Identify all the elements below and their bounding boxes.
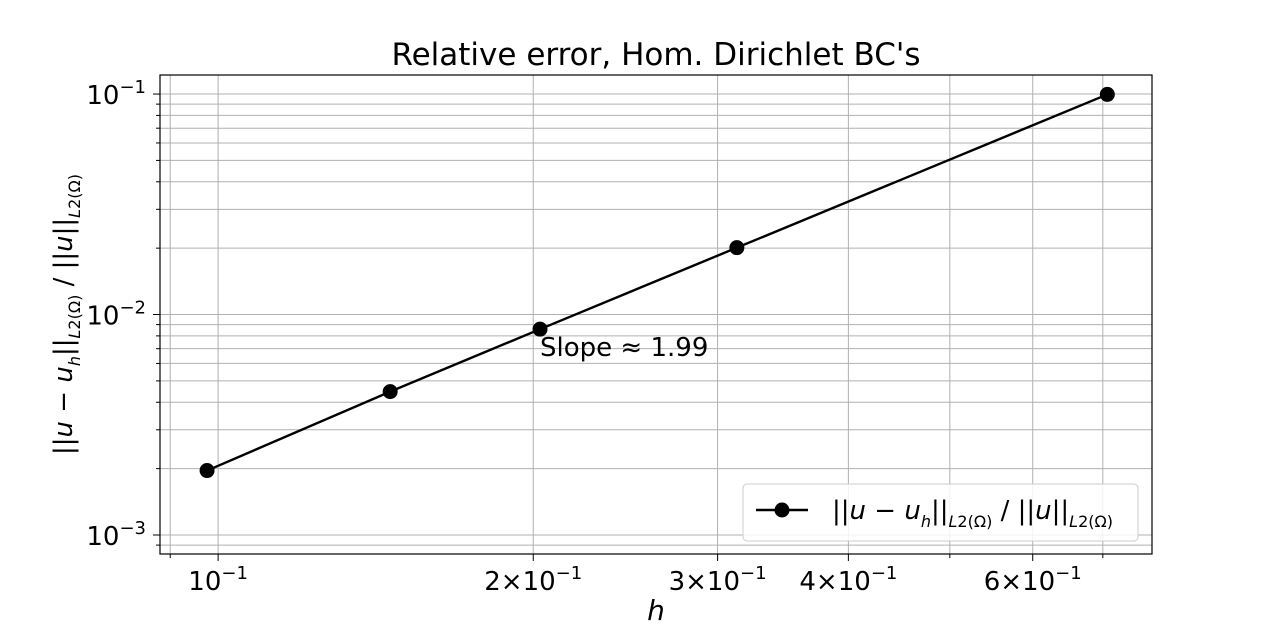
legend-marker bbox=[774, 502, 790, 518]
y-axis-label-text: ||u − uh||L2(Ω) / ||u||L2(Ω) bbox=[49, 174, 84, 455]
data-point bbox=[382, 384, 398, 400]
legend-label: ||u − uh||L2(Ω) / ||u||L2(Ω) bbox=[832, 496, 1113, 531]
x-tick-label: 10−1 bbox=[188, 563, 248, 597]
series-layer bbox=[199, 86, 1115, 479]
x-tick-label: 4×10−1 bbox=[799, 563, 897, 597]
data-point bbox=[729, 240, 745, 256]
x-tick-label: 3×10−1 bbox=[669, 563, 767, 597]
annotations: Slope ≈ 1.99 bbox=[540, 333, 708, 363]
data-point bbox=[1099, 86, 1115, 102]
y-axis-label: ||u − uh||L2(Ω) / ||u||L2(Ω) bbox=[49, 174, 84, 455]
x-tick-label: 2×10−1 bbox=[484, 563, 582, 597]
slope-annotation: Slope ≈ 1.99 bbox=[540, 333, 708, 363]
data-point bbox=[199, 463, 215, 479]
grid bbox=[160, 75, 1152, 554]
data-point bbox=[532, 321, 548, 337]
x-axis-label: h bbox=[647, 594, 665, 623]
x-tick-label: 6×10−1 bbox=[984, 563, 1082, 597]
legend: ||u − uh||L2(Ω) / ||u||L2(Ω) bbox=[742, 483, 1139, 542]
tick-layer: 10−1 2×10−1 3×10−1 4×10−1 6×10−1 10−1 10−2 10−3 bbox=[86, 77, 1104, 597]
y-tick-label: 10−3 bbox=[86, 518, 146, 552]
y-tick-label: 10−2 bbox=[86, 298, 146, 332]
y-tick-label: 10−1 bbox=[86, 77, 146, 111]
legend-box bbox=[742, 483, 1139, 542]
chart-title: Relative error, Hom. Dirichlet BC's bbox=[391, 37, 920, 73]
